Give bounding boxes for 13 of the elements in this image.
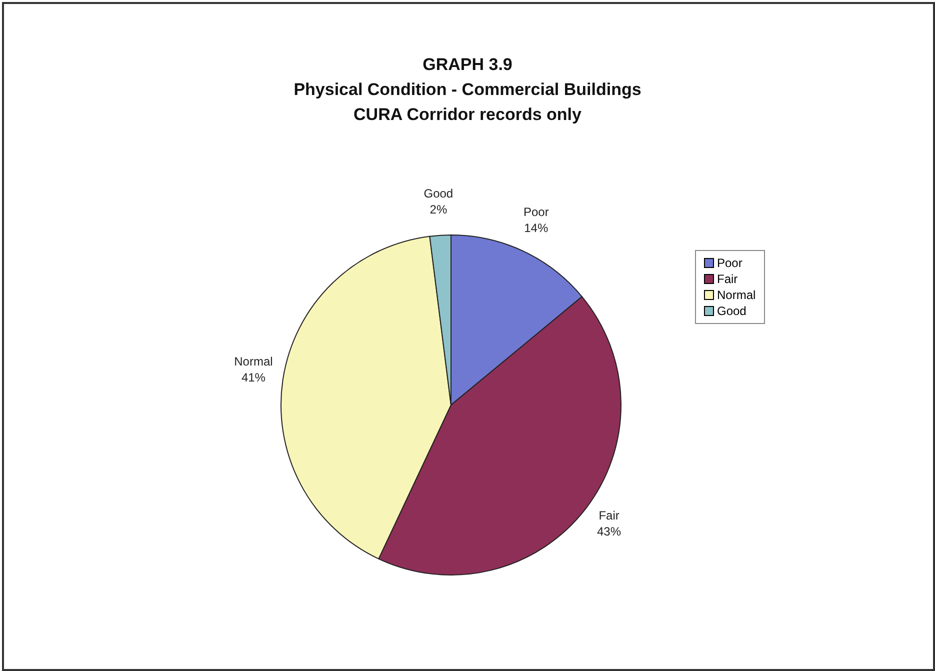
slice-label: Fair	[598, 508, 620, 523]
slice-label: Normal	[234, 354, 273, 369]
slice-label: Good	[424, 186, 454, 200]
data-label: 14%	[524, 221, 548, 236]
data-label: 41%	[241, 370, 266, 385]
legend-label: Poor	[717, 255, 742, 271]
legend-label: Normal	[717, 287, 756, 303]
data-label: 2%	[430, 202, 448, 216]
legend-label: Fair	[717, 271, 738, 287]
legend-label: Good	[717, 303, 746, 319]
slice-label: Poor	[523, 205, 549, 220]
data-label: 43%	[597, 524, 622, 539]
chart-title: GRAPH 3.9 Physical Condition - Commercial Buildings CURA Corridor records only	[292, 54, 642, 126]
